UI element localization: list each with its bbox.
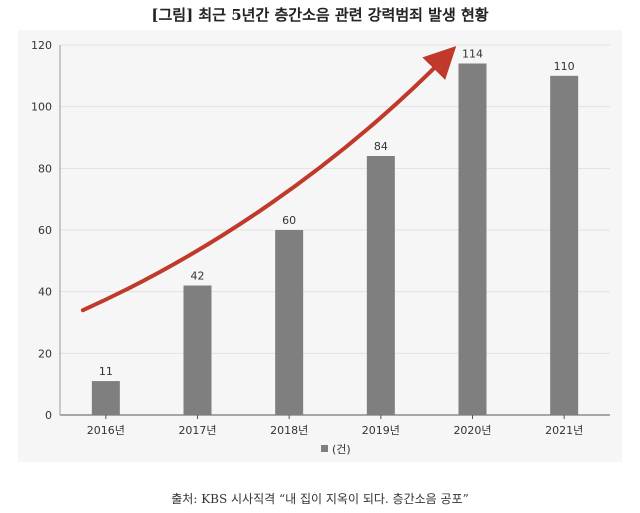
data-label: 110 [554,60,575,73]
data-label: 114 [462,48,483,61]
y-tick-label: 100 [31,101,52,114]
data-label: 11 [99,365,113,378]
bar [275,230,304,415]
y-tick-label: 40 [38,286,52,299]
bar [550,75,579,415]
chart-title: [그림] 최근 5년간 층간소음 관련 강력범죄 발생 현황 [151,6,489,24]
legend: (건) [321,443,351,456]
data-label: 42 [191,270,205,283]
y-tick-label: 120 [31,39,52,52]
x-tick-label: 2020년 [453,424,491,437]
trend-arrow [80,45,457,313]
gridlines [60,44,610,354]
legend-swatch [321,445,328,452]
x-axis: 2016년 2017년 2018년 2019년 2020년 2021년 [87,415,583,437]
bar [458,63,487,415]
y-tick-label: 20 [38,347,52,360]
x-tick-label: 2021년 [545,424,583,437]
data-label: 60 [282,214,296,227]
x-tick-label: 2018년 [270,424,308,437]
bars [91,63,579,415]
data-labels: 11 42 60 84 114 110 [99,48,575,379]
legend-label: (건) [332,443,351,456]
x-tick-label: 2019년 [362,424,400,437]
y-tick-label: 80 [38,162,52,175]
x-tick-label: 2017년 [178,424,216,437]
bar [366,156,395,415]
bar [183,285,212,415]
y-tick-label: 0 [45,409,52,422]
bar [91,381,120,415]
bar-chart: 0 20 40 60 80 100 120 11 42 60 84 114 110 2016년 2017… [31,39,610,456]
x-tick-label: 2016년 [87,424,125,437]
data-label: 84 [374,140,388,153]
y-tick-label: 60 [38,224,52,237]
y-axis: 0 20 40 60 80 100 120 [31,39,52,422]
source-caption: 출처: KBS 시사직격 “내 집이 지옥이 되다. 층간소음 공포” [171,492,469,506]
